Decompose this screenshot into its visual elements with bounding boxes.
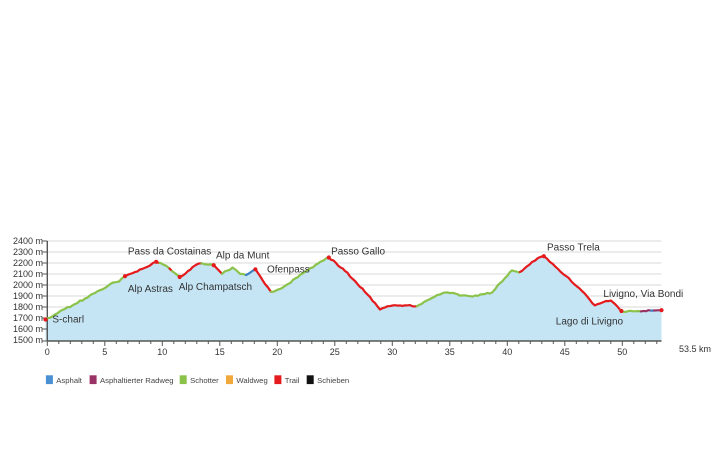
svg-text:Ofenpass: Ofenpass <box>267 264 310 275</box>
svg-text:Passo Gallo: Passo Gallo <box>331 247 385 258</box>
svg-text:2000 m: 2000 m <box>13 280 43 290</box>
svg-text:35: 35 <box>445 347 455 357</box>
svg-text:15: 15 <box>215 347 225 357</box>
svg-text:5: 5 <box>102 347 107 357</box>
svg-text:25: 25 <box>330 347 340 357</box>
svg-text:45: 45 <box>560 347 570 357</box>
svg-text:30: 30 <box>387 347 397 357</box>
svg-text:Lago di Livigno: Lago di Livigno <box>556 317 624 328</box>
svg-text:2200 m: 2200 m <box>13 258 43 268</box>
svg-text:50: 50 <box>617 347 627 357</box>
svg-text:0: 0 <box>45 347 50 357</box>
svg-text:53.5 km: 53.5 km <box>679 344 711 354</box>
svg-text:Passo Trela: Passo Trela <box>547 243 600 254</box>
svg-text:1700 m: 1700 m <box>13 313 43 323</box>
svg-text:10: 10 <box>157 347 167 357</box>
svg-text:2400 m: 2400 m <box>13 236 43 246</box>
svg-text:S-charl: S-charl <box>52 315 84 326</box>
svg-text:Schieben: Schieben <box>317 376 349 385</box>
svg-text:Pass da Costainas: Pass da Costainas <box>128 247 211 258</box>
svg-text:Trail: Trail <box>285 376 300 385</box>
svg-text:20: 20 <box>272 347 282 357</box>
svg-text:Asphaltierter Radweg: Asphaltierter Radweg <box>100 376 174 385</box>
svg-text:Alp da Munt: Alp da Munt <box>216 251 270 262</box>
svg-text:1600 m: 1600 m <box>13 324 43 334</box>
svg-text:2300 m: 2300 m <box>13 247 43 257</box>
svg-text:1900 m: 1900 m <box>13 291 43 301</box>
svg-text:Alp Astras: Alp Astras <box>128 284 173 295</box>
svg-text:Schotter: Schotter <box>190 376 219 385</box>
svg-text:Alp Champatsch: Alp Champatsch <box>179 282 252 293</box>
svg-text:2100 m: 2100 m <box>13 269 43 279</box>
svg-text:40: 40 <box>502 347 512 357</box>
svg-text:Waldweg: Waldweg <box>236 376 267 385</box>
svg-text:Livigno, Via Bondi: Livigno, Via Bondi <box>603 289 683 300</box>
svg-text:1500 m: 1500 m <box>13 335 43 345</box>
svg-text:Asphalt: Asphalt <box>56 376 83 385</box>
svg-text:1800 m: 1800 m <box>13 302 43 312</box>
